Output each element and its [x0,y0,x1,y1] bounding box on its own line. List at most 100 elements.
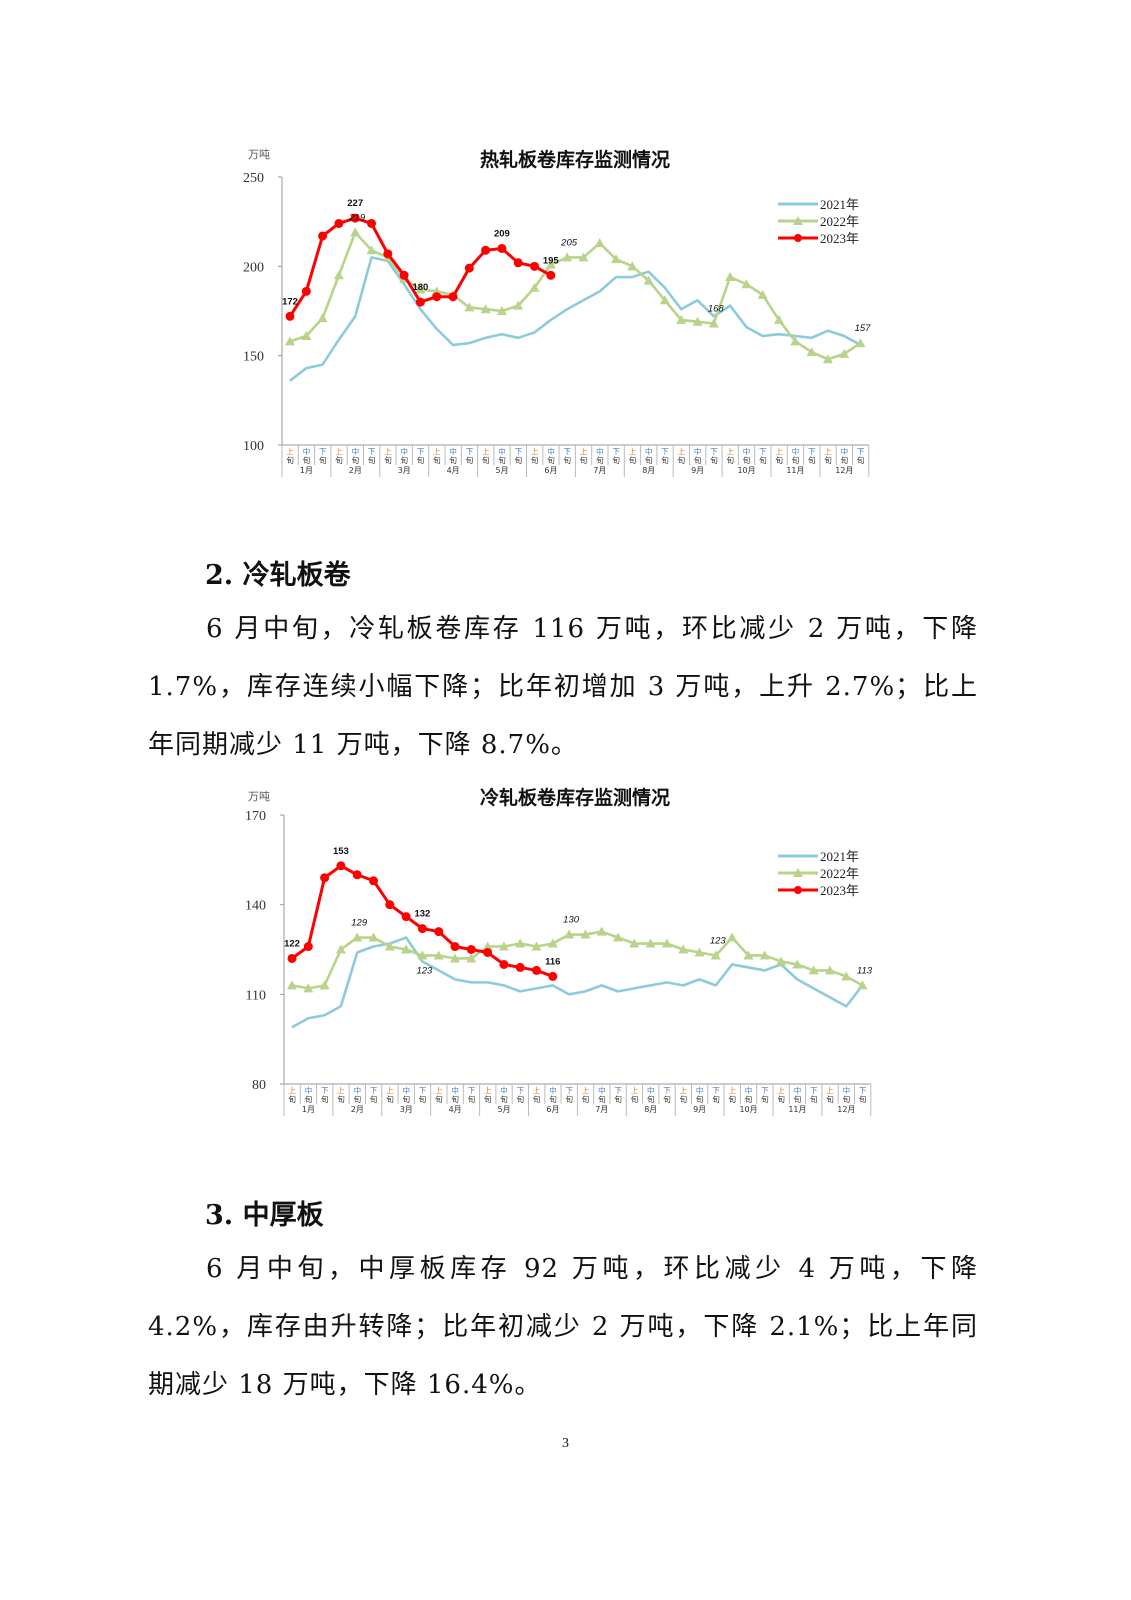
x-tick-label-bottom: 旬 [435,1094,443,1104]
x-tick-label-bottom: 旬 [759,455,767,465]
data-point-2022年 [790,336,801,346]
month-label: 4月 [449,1105,462,1114]
data-point-2022年 [855,338,866,348]
x-tick-label-bottom: 旬 [743,455,751,465]
data-point-2023年 [515,962,525,972]
y-axis-unit: 万吨 [248,790,270,803]
y-tick-label: 150 [243,350,264,365]
x-tick-label-bottom: 旬 [710,455,718,465]
data-point-2022年 [433,950,444,960]
data-point-2023年 [513,258,523,268]
x-tick-label-bottom: 旬 [794,1094,802,1104]
x-tick-label-bottom: 旬 [824,455,832,465]
x-tick-label-top: 下 [321,1086,329,1095]
data-point-2023年 [352,870,362,880]
series-line-2021年 [291,936,864,1029]
data-point-2022年 [482,941,493,951]
data-point-2022年 [611,254,621,264]
x-tick-label-bottom: 旬 [582,1094,590,1104]
x-tick-label-bottom: 旬 [612,455,620,465]
x-tick-label-bottom: 旬 [566,1094,574,1104]
data-point-2023年 [432,292,442,302]
data-point-2022年 [417,950,428,960]
data-point-2022年 [301,331,312,341]
data-point-2022年 [303,983,314,993]
data-point-2022年 [792,959,803,969]
month-label: 11月 [786,466,804,475]
y-tick-label: 200 [243,260,264,275]
x-tick-label-top: 中 [403,1085,411,1095]
data-point-2022年 [692,316,703,326]
x-tick-label-bottom: 旬 [645,455,653,465]
data-point-2022年 [350,227,361,237]
data-point-2022年 [678,944,689,954]
data-point-2022年 [466,953,477,963]
data-point-2022年 [808,965,819,975]
x-tick-label-top: 下 [564,447,572,456]
data-point-2022年 [464,302,475,312]
cold-rolled-chart-svg: 冷轧板卷库存监测情况万吨80110140170上旬中旬下旬上旬中旬下旬上旬中旬下… [245,786,873,1116]
x-tick-label-top: 中 [498,446,506,456]
data-label: 227 [347,198,363,209]
data-point-2022年 [415,284,426,294]
x-tick-label-top: 上 [286,447,294,456]
data-point-2023年 [350,213,360,223]
x-tick-label-top: 上 [386,1086,394,1095]
data-point-2022年 [285,336,295,346]
x-tick-label-top: 下 [857,447,865,456]
y-tick-label: 140 [245,899,266,914]
x-tick-label-bottom: 旬 [841,455,849,465]
x-tick-label-top: 上 [826,1086,834,1095]
x-tick-label-top: 中 [547,446,555,456]
data-point-2022年 [841,971,852,981]
x-tick-label-bottom: 旬 [729,1094,737,1104]
x-tick-label-top: 下 [808,447,816,456]
data-label: 113 [857,965,873,976]
data-point-2022年 [333,270,344,280]
x-tick-label-bottom: 旬 [694,455,702,465]
x-tick-label-bottom: 旬 [321,1094,329,1104]
legend-marker [793,216,803,225]
data-point-2023年 [497,243,507,253]
x-tick-label-top: 下 [759,447,767,456]
legend-label: 2022年 [820,214,859,229]
x-tick-label-top: 上 [631,1086,639,1095]
x-tick-label-top: 中 [596,446,604,456]
x-tick-label-top: 上 [824,447,832,456]
month-label: 7月 [595,1105,608,1114]
data-point-2022年 [708,318,719,328]
data-point-2023年 [466,945,476,954]
x-tick-label-top: 下 [710,447,718,456]
x-tick-label-bottom: 旬 [580,455,588,465]
x-tick-label-top: 上 [288,1086,296,1095]
x-tick-label-top: 下 [370,1086,378,1095]
data-point-2022年 [562,252,573,262]
x-tick-label-top: 上 [335,447,343,456]
x-tick-label-bottom: 旬 [857,455,865,465]
data-point-2022年 [450,953,460,963]
x-tick-label-top: 下 [612,447,620,456]
data-point-2023年 [483,947,493,957]
x-tick-label-top: 中 [794,1085,802,1095]
x-tick-label-bottom: 旬 [547,455,555,465]
legend-marker [794,234,802,242]
data-label: 129 [351,918,368,929]
x-tick-label-top: 中 [549,1085,557,1095]
data-point-2022年 [710,950,721,960]
x-tick-label-bottom: 旬 [515,455,523,465]
x-tick-label-top: 中 [841,446,849,456]
data-point-2023年 [530,261,539,271]
data-point-2022年 [580,929,591,939]
data-label: 130 [563,915,580,926]
x-tick-label-top: 上 [531,447,539,456]
x-tick-label-bottom: 旬 [370,1094,378,1104]
y-tick-label: 110 [246,988,266,1003]
x-tick-label-bottom: 旬 [826,1094,834,1104]
data-point-2022年 [757,289,768,299]
x-tick-label-bottom: 旬 [517,1094,525,1104]
chart-title: 冷轧板卷库存监测情况 [480,786,670,809]
data-point-2023年 [334,218,344,228]
data-label: 209 [494,228,510,239]
x-tick-label-top: 上 [729,1086,737,1095]
x-tick-label-bottom: 旬 [337,1094,345,1104]
